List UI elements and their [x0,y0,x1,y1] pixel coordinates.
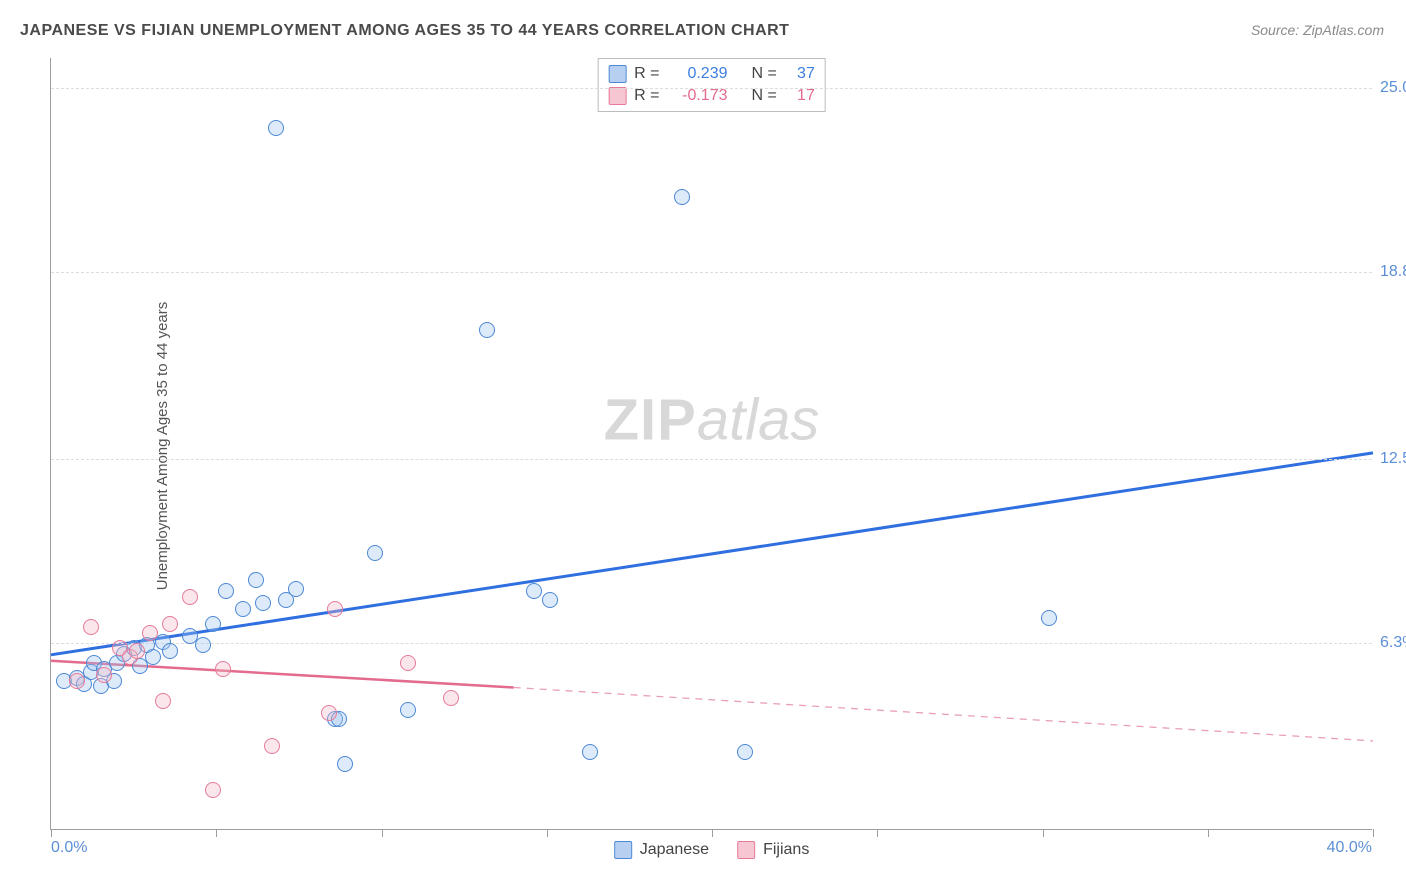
data-point [400,655,416,671]
correlation-stats-box: R = 0.239 N = 37 R = -0.173 N = 17 [597,58,826,112]
data-point [235,601,251,617]
series-swatch [608,65,626,83]
data-point [264,738,280,754]
data-point [69,673,85,689]
data-point [145,649,161,665]
y-tick-label: 25.0% [1374,79,1406,97]
x-tick [51,829,52,837]
data-point [218,583,234,599]
data-point [582,744,598,760]
data-point [337,756,353,772]
x-tick [1373,829,1374,837]
data-point [155,693,171,709]
y-tick-label: 6.3% [1374,634,1406,652]
series-swatch [608,87,626,105]
data-point [96,667,112,683]
gridline [51,643,1372,644]
data-point [1041,610,1057,626]
data-point [542,592,558,608]
trend-line [51,453,1373,655]
data-point [400,702,416,718]
data-point [526,583,542,599]
x-axis-min-label: 0.0% [51,839,87,857]
data-point [195,637,211,653]
data-point [142,625,158,641]
data-point [255,595,271,611]
trend-lines-layer [51,58,1372,829]
series-legend: Japanese Fijians [614,841,810,859]
data-point [215,661,231,677]
data-point [248,572,264,588]
x-tick [216,829,217,837]
stats-r-value: -0.173 [668,87,728,105]
stats-n-value: 17 [785,87,815,105]
data-point [182,589,198,605]
data-point [321,705,337,721]
source-attribution: Source: ZipAtlas.com [1251,22,1384,38]
trend-line [514,687,1373,740]
data-point [479,322,495,338]
chart-title: JAPANESE VS FIJIAN UNEMPLOYMENT AMONG AG… [20,22,789,40]
series-swatch [614,841,632,859]
gridline [51,88,1372,89]
data-point [737,744,753,760]
legend-label: Japanese [640,841,709,859]
y-tick-label: 12.5% [1374,450,1406,468]
x-tick [382,829,383,837]
legend-item: Fijians [737,841,809,859]
x-tick [547,829,548,837]
legend-label: Fijians [763,841,809,859]
data-point [327,601,343,617]
x-tick [1208,829,1209,837]
data-point [162,616,178,632]
data-point [129,643,145,659]
data-point [162,643,178,659]
stats-n-label: N = [752,65,777,83]
stats-r-value: 0.239 [668,65,728,83]
stats-n-value: 37 [785,65,815,83]
data-point [288,581,304,597]
data-point [443,690,459,706]
data-point [205,782,221,798]
legend-item: Japanese [614,841,709,859]
series-swatch [737,841,755,859]
data-point [674,189,690,205]
x-tick [877,829,878,837]
stats-r-label: R = [634,87,659,105]
stats-row: R = 0.239 N = 37 [608,63,815,85]
gridline [51,272,1372,273]
data-point [83,619,99,635]
x-tick [1043,829,1044,837]
stats-r-label: R = [634,65,659,83]
y-tick-label: 18.8% [1374,263,1406,281]
data-point [268,120,284,136]
plot-area: ZIPatlas R =0.239N =37R =-0.173N =17 0.0… [50,58,1372,830]
stats-n-label: N = [752,87,777,105]
x-tick [712,829,713,837]
data-point [367,545,383,561]
data-point [205,616,221,632]
x-axis-max-label: 40.0% [1327,839,1372,857]
gridline [51,459,1372,460]
